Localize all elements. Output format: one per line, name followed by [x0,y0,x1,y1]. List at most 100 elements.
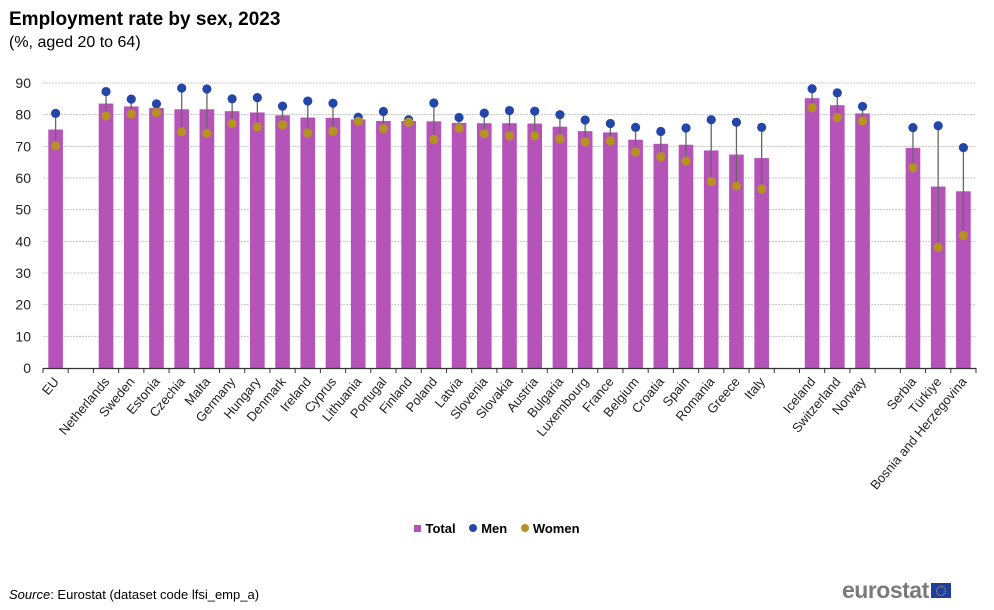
dot-women [252,122,262,132]
dot-women [958,230,968,240]
bar-total [174,109,190,369]
dot-men [757,122,767,132]
legend-swatch-women [520,524,529,532]
y-tick-label: 80 [15,107,31,123]
legend-item-total: Total [414,521,456,536]
dot-women [656,152,666,162]
dot-men [252,92,262,103]
bar-total [577,131,593,368]
bar-total [426,121,442,368]
bar-total [804,98,820,368]
dot-men [479,108,489,118]
logo-text: eurostat [842,577,929,603]
y-tick-label: 50 [15,202,31,218]
legend-label-women: Women [532,520,580,536]
bar-total [703,150,719,368]
dot-men [857,101,868,112]
dot-men [504,105,515,116]
legend-swatch-total [414,525,422,532]
dot-women [681,156,691,166]
bar-total [678,144,694,368]
y-tick-label: 90 [15,75,31,91]
dot-women [504,131,515,141]
bar-total [401,121,416,368]
bar-total [476,123,492,368]
eurostat-logo: eurostat [842,577,951,604]
bar-total [603,132,618,368]
dot-men [151,99,162,109]
bar-total [829,105,845,369]
bar-total [502,123,517,368]
dot-women [933,242,943,252]
y-tick-label: 40 [15,233,31,249]
dot-women [454,123,464,133]
eu-flag-icon [930,583,951,598]
dot-men [202,84,212,94]
bar-total [855,113,870,369]
bar-total [149,108,164,369]
dot-men [177,83,187,93]
bar-total [123,106,139,368]
bar-total [98,103,114,368]
dot-men [958,143,968,153]
dot-women [429,134,439,144]
chart-title: Employment rate by sex, 2023 [9,9,281,30]
legend-label-total: Total [425,521,456,536]
dot-men [681,123,691,133]
dot-women [555,134,565,144]
dot-men [580,115,590,125]
bar-total [930,186,946,368]
legend-item-women: Women [520,520,580,536]
dot-women [151,107,162,118]
dot-women [378,124,389,134]
bar-total [754,158,769,368]
legend: Total Men Women [0,520,994,536]
dot-women [630,147,641,157]
dot-men [530,106,540,116]
y-tick-label: 10 [15,328,31,344]
dot-men [908,123,918,133]
dot-men [933,121,943,131]
bar-total [653,143,669,368]
dot-men [429,98,439,108]
dot-women [908,163,918,173]
dot-women [303,128,313,138]
dot-men [277,101,288,111]
bar-total [325,117,341,368]
dot-women [202,128,212,138]
bar-total [376,121,391,368]
dot-men [126,94,136,104]
dot-women [328,126,338,136]
source-label: Source [9,587,51,602]
dot-women [605,136,615,146]
dot-men [454,112,464,123]
dot-men [303,96,313,106]
dot-women [101,111,111,121]
x-tick-label: Italy [741,374,768,402]
dot-men [555,110,565,120]
dot-women [807,103,817,113]
dot-women [277,120,288,130]
dot-women [353,116,363,126]
dot-women [832,112,842,123]
dot-women [227,118,237,129]
y-tick-label: 30 [15,265,31,281]
dot-women [404,117,414,127]
bar-total [350,119,366,369]
dot-women [757,184,767,194]
legend-item-men: Men [469,521,507,536]
dot-women [731,181,742,191]
bar-total [48,129,63,368]
dot-women [857,116,868,126]
dot-men [378,106,389,117]
dot-men [630,122,641,132]
dot-men [731,117,742,127]
bar-total [250,112,265,368]
dot-women [580,137,590,147]
legend-swatch-men [469,524,478,532]
bar-total [628,139,643,368]
dot-men [656,126,666,137]
dot-women [706,176,716,187]
dot-women [530,131,540,141]
dot-men [227,94,237,104]
